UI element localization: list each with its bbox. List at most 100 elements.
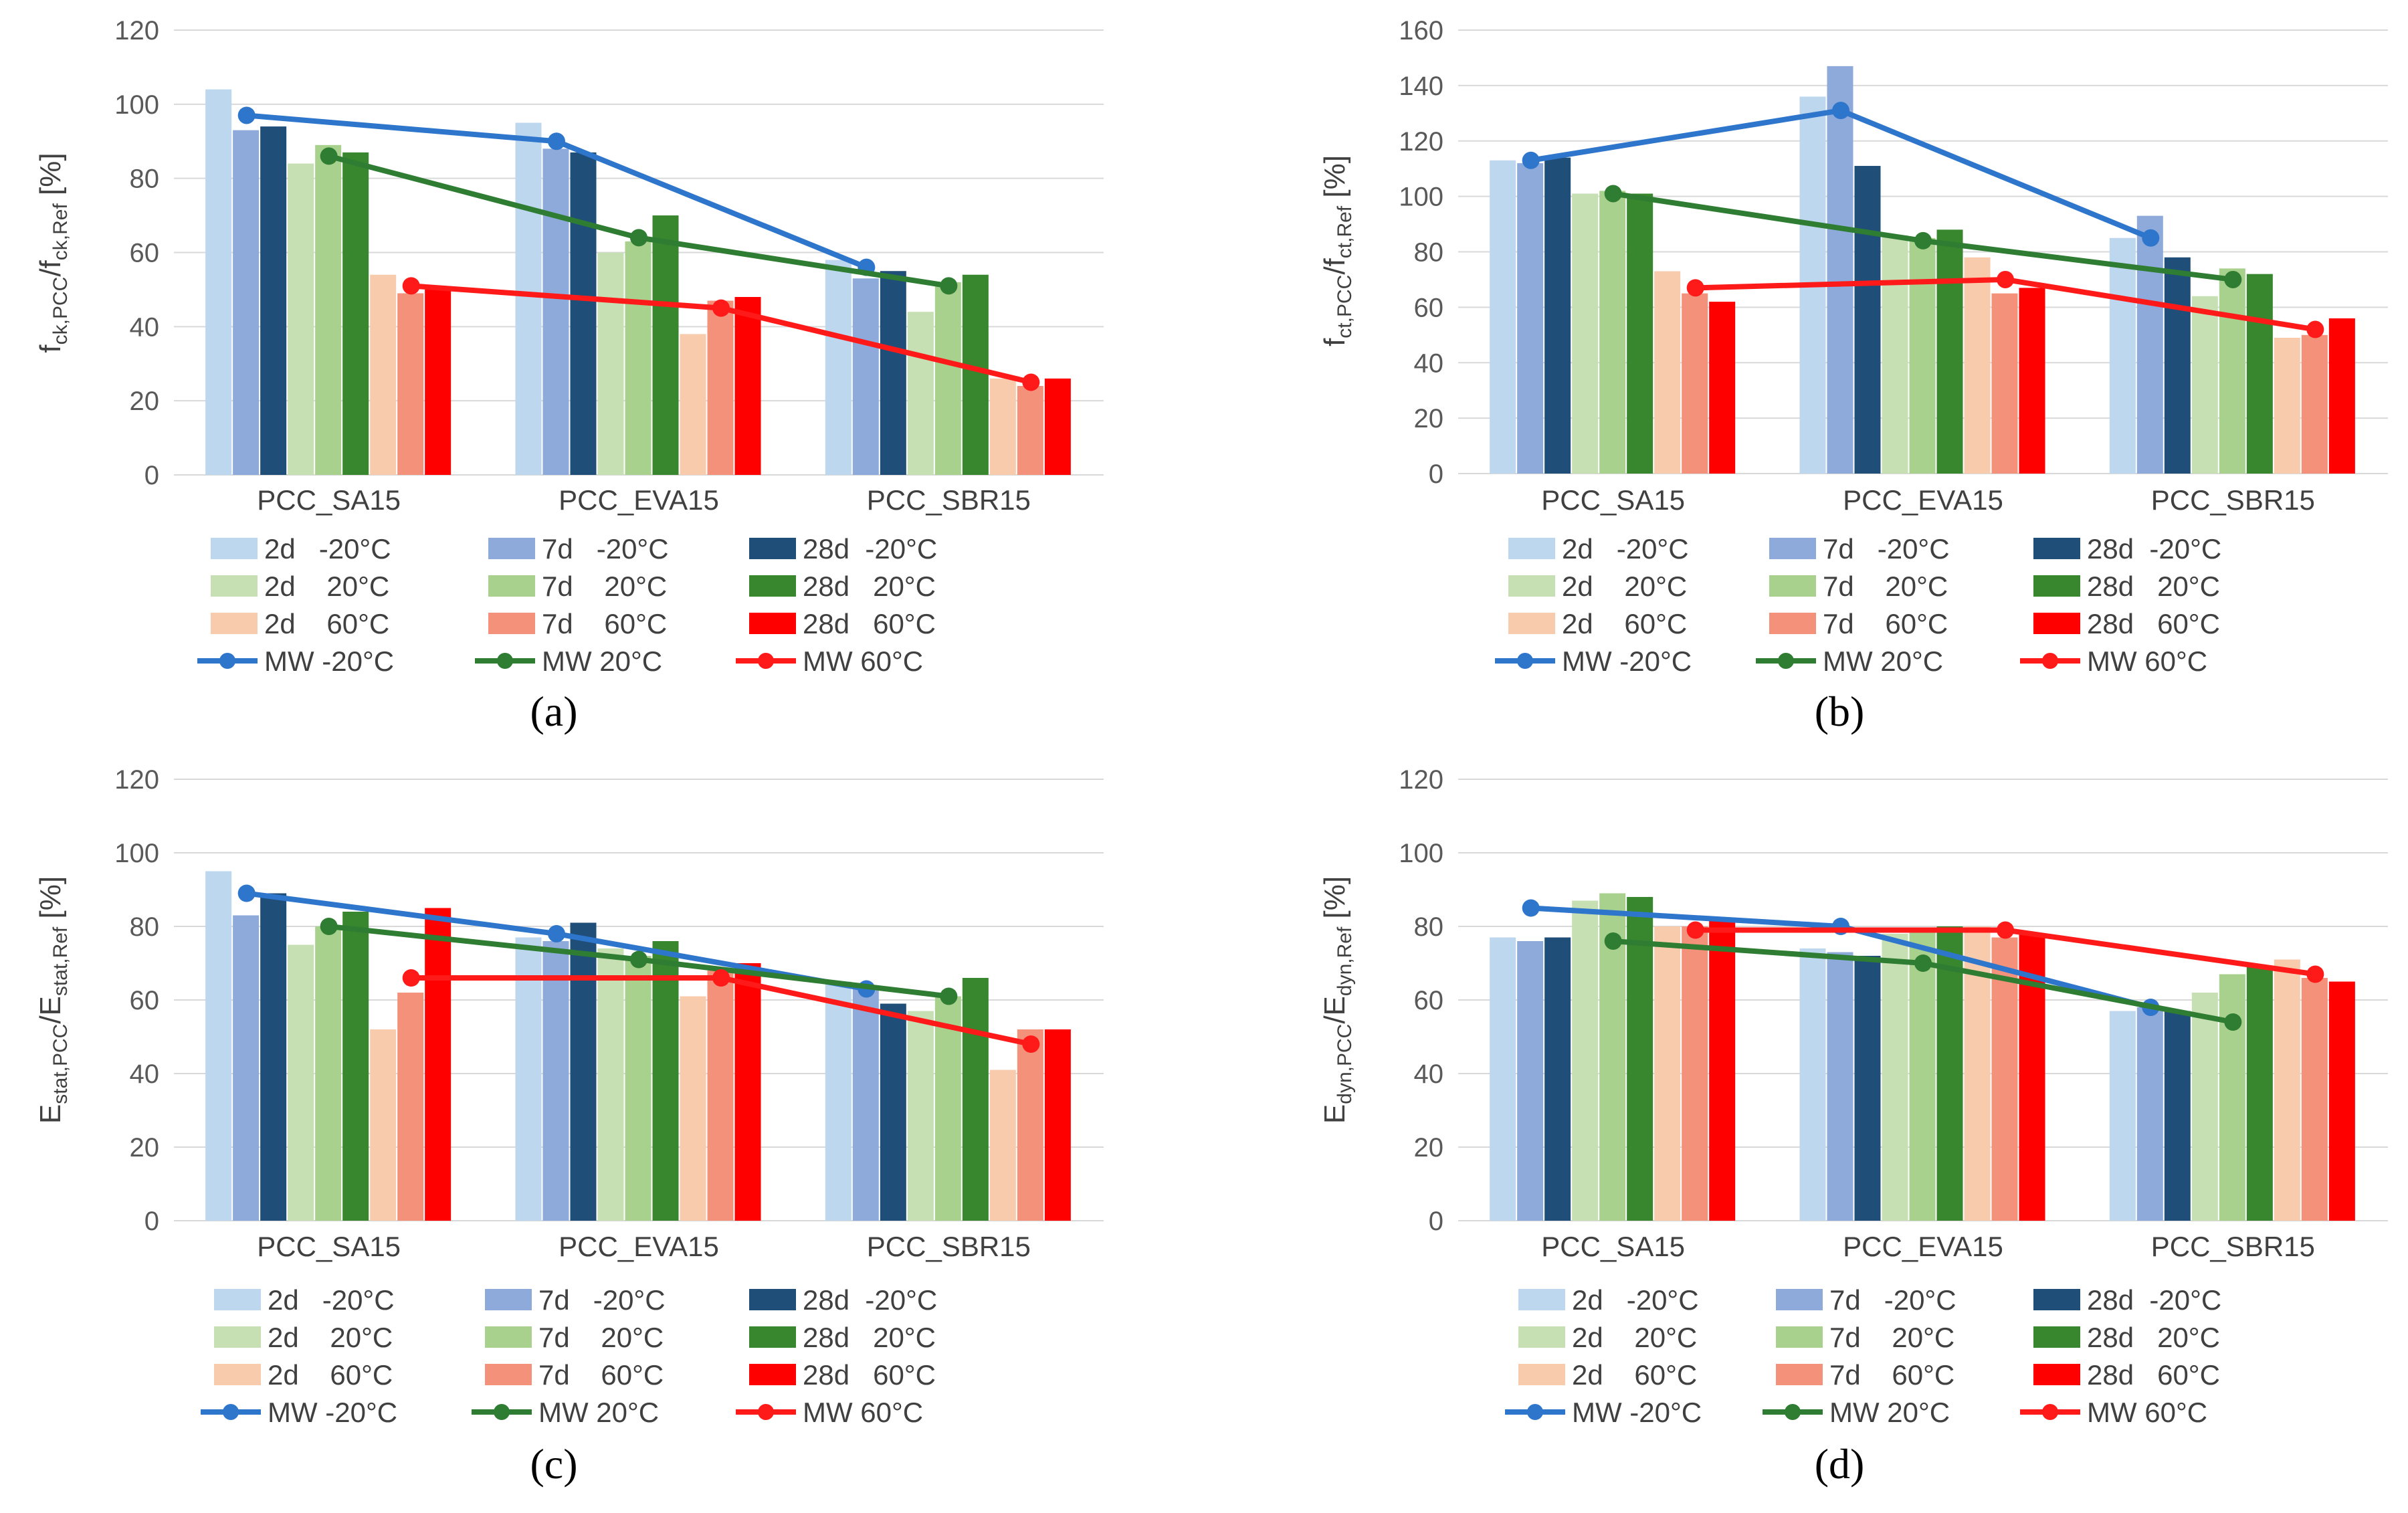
bar-7dm20-pcc_eva15 [1827,952,1853,1221]
line-point-MWm20 [2142,229,2160,247]
bar-2dm20-pcc_sa15 [205,871,232,1221]
legend-swatch [1769,538,1816,559]
bar-7d60-pcc_sbr15 [1017,386,1043,475]
legend-swatch [1776,1289,1823,1310]
line-point-MW20 [630,229,647,247]
legend-marker [2042,653,2058,669]
legend-marker [758,1404,774,1420]
bar-28dm20-pcc_sbr15 [880,1003,906,1221]
bar-2d20-pcc_eva15 [1882,934,1908,1221]
panel-label: (d) [1815,1440,1865,1488]
bar-7d60-pcc_sa15 [1682,293,1708,474]
y-tick-label: 120 [114,765,159,795]
line-point-MW60 [1686,921,1704,939]
bar-2d20-pcc_sbr15 [2191,993,2218,1221]
bar-28dm20-pcc_sa15 [1544,157,1571,474]
bar-2d20-pcc_eva15 [597,948,624,1221]
line-point-MW60 [1686,279,1704,297]
line-point-MW20 [2224,1013,2242,1031]
legend-item: 2d 20°C [211,571,389,602]
bar-2d20-pcc_sa15 [1572,900,1599,1221]
bar-7d20-pcc_sa15 [315,926,342,1221]
bar-28d20-pcc_eva15 [652,941,679,1221]
line-point-MW20 [940,987,958,1005]
legend-swatch [488,613,535,634]
legend-label: 7d 20°C [542,571,667,602]
legend-item: 28d 20°C [2033,1322,2220,1353]
legend-label: 28d -20°C [803,1284,937,1316]
bar-7d20-pcc_eva15 [1909,930,1936,1221]
bar-2dm20-pcc_eva15 [1799,948,1826,1221]
legend-item: 2d 60°C [211,608,389,639]
bar-28d20-pcc_eva15 [1936,229,1963,474]
panel-label: (a) [530,688,577,735]
legend-label: 7d 20°C [538,1322,664,1353]
legend-label: 2d 60°C [264,608,389,639]
bar-7dm20-pcc_sbr15 [2136,1007,2163,1221]
category-label: PCC_SA15 [257,1231,401,1262]
category-label: PCC_SA15 [257,484,401,516]
line-point-MW60 [1997,270,2015,288]
y-tick-label: 100 [114,839,159,868]
legend-label: MW 60°C [803,645,923,677]
legend-item: 7d 60°C [485,1359,664,1391]
legend-item: MW 20°C [1763,1397,1950,1428]
legend-item: 7d 60°C [488,608,667,639]
legend-swatch [211,538,258,559]
bar-28dm20-pcc_eva15 [1854,956,1881,1221]
line-point-MWm20 [1522,899,1540,917]
bar-7d20-pcc_eva15 [625,956,651,1221]
legend-item: 2d -20°C [1508,533,1689,565]
y-axis-label-main: E [34,1104,67,1124]
legend-label: 2d 60°C [268,1359,393,1391]
bar-2dm20-pcc_sa15 [1490,160,1516,474]
bar-7dm20-pcc_sbr15 [2136,215,2163,474]
bar-7d60-pcc_eva15 [707,971,734,1221]
legend-label: 7d -20°C [538,1284,666,1316]
legend-label: 2d 20°C [264,571,389,602]
bar-7d60-pcc_sa15 [397,293,424,475]
y-axis-label-sub2: dyn,Ref [1334,926,1356,996]
line-point-MW60 [402,277,420,295]
y-axis-label-sub1: ck,PCC [49,277,72,345]
legend-swatch [485,1364,532,1385]
line-point-MW60 [402,969,420,987]
legend-marker [1517,653,1533,669]
y-tick-label: 40 [1414,1060,1444,1089]
legend-swatch [2033,1326,2080,1348]
bar-28d60-pcc_sbr15 [1044,1029,1071,1221]
category-label: PCC_EVA15 [1843,484,2003,516]
legend-item: 28d 60°C [2033,608,2220,639]
line-point-MW60 [1997,921,2015,939]
legend-label: 2d -20°C [268,1284,395,1316]
legend-item: MW -20°C [201,1397,397,1428]
bar-2d60-pcc_sa15 [1654,271,1681,474]
y-tick-label: 0 [1429,1207,1443,1236]
category-label: PCC_SBR15 [867,484,1031,516]
y-tick-label: 120 [1399,765,1443,795]
bar-28d20-pcc_sbr15 [2246,967,2273,1221]
legend-label: MW 20°C [1829,1397,1950,1428]
bar-7d20-pcc_sa15 [1599,191,1626,474]
legend-label: MW 20°C [1823,645,1943,677]
legend-label: 2d -20°C [264,533,391,565]
y-tick-label: 120 [114,16,159,45]
chart-panel-2: 0 20 40 60 80 100 120 140 160 fct,PCC/fct,Ref [%]… [1318,16,2388,735]
line-point-MW20 [1914,954,1932,972]
legend-marker [1527,1404,1543,1420]
bar-7d20-pcc_sa15 [315,144,342,475]
line-point-MW20 [2224,270,2242,288]
bar-28d60-pcc_sbr15 [1044,378,1071,475]
legend-swatch [1508,538,1555,559]
legend-item: 7d 20°C [488,571,667,602]
legend-label: MW -20°C [1572,1397,1702,1428]
legend-item: 2d 60°C [1518,1359,1697,1391]
legend-item: MW 20°C [1756,645,1943,677]
legend-item: MW 60°C [2020,645,2207,677]
legend-label: 28d -20°C [2087,1284,2221,1316]
bar-7dm20-pcc_sa15 [1517,163,1544,474]
bar-28d20-pcc_sa15 [1627,897,1653,1221]
bar-7dm20-pcc_eva15 [1827,66,1853,474]
bar-2d60-pcc_sa15 [1654,926,1681,1221]
